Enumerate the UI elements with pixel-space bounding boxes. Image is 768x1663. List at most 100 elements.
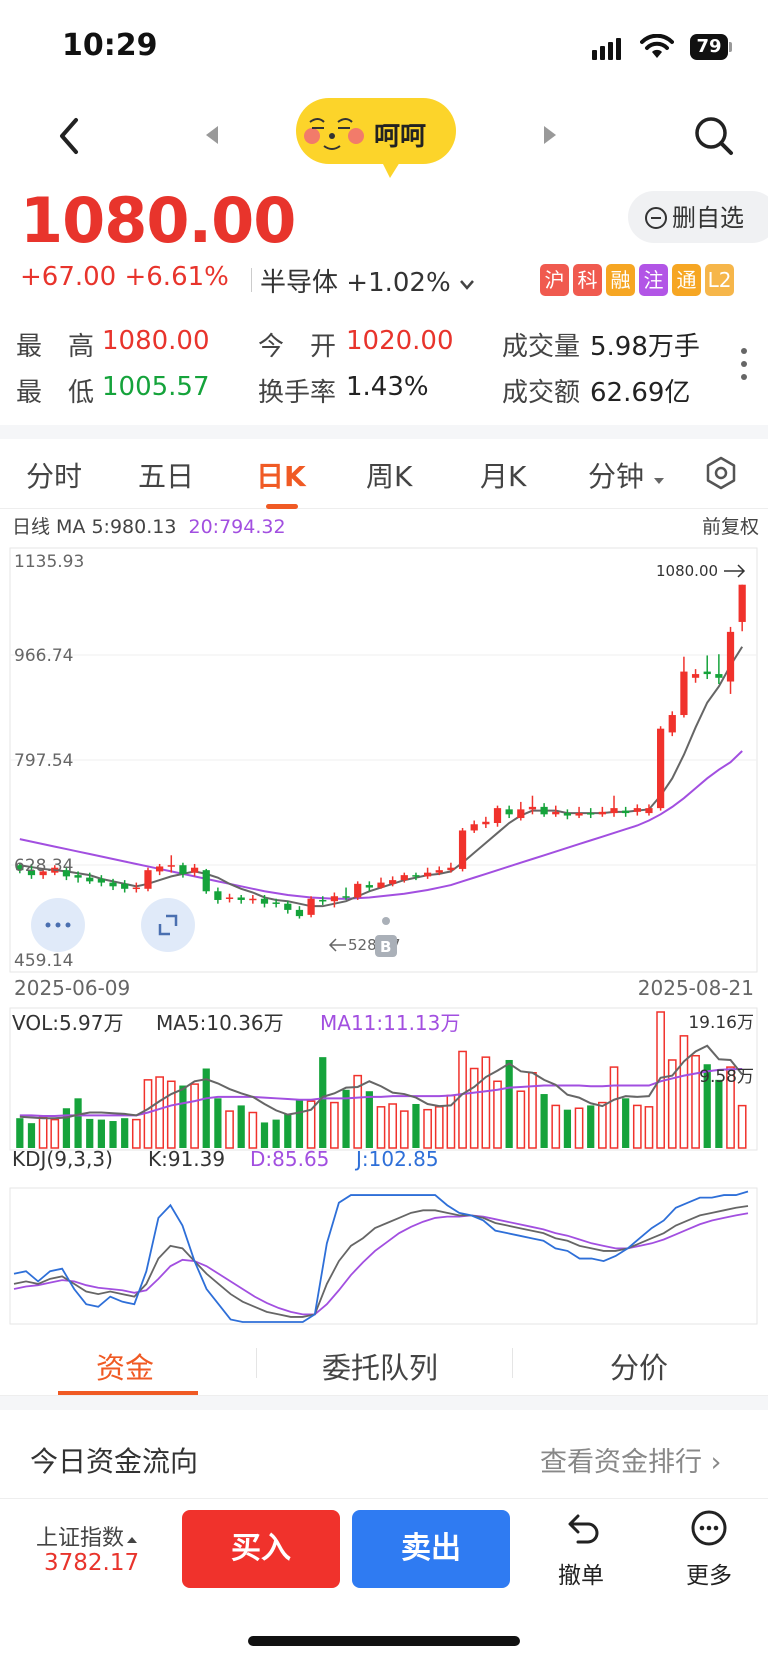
stock-name: 呵呵: [374, 122, 427, 152]
volume-bar: [434, 1106, 444, 1149]
kdj-layer: [13, 1190, 749, 1323]
volume-ma5-line: [19, 1044, 743, 1120]
candle-body: [214, 891, 222, 900]
tab-daily-k[interactable]: 日K: [256, 460, 306, 493]
more-vertical-icon[interactable]: [738, 346, 750, 382]
y-tick-label: 797.54: [14, 751, 73, 771]
volume-bar: [179, 1085, 187, 1148]
cellular-signal-icon: [592, 36, 628, 60]
search-icon[interactable]: [692, 114, 736, 158]
next-stock-icon[interactable]: [540, 124, 558, 146]
prev-stock-icon[interactable]: [204, 124, 222, 146]
more-icon[interactable]: [689, 1508, 729, 1548]
sell-button[interactable]: 卖出: [352, 1510, 510, 1588]
amount-label: 成交额: [502, 378, 581, 408]
tab-minute[interactable]: 分钟: [588, 455, 665, 495]
kdj-d-label: D:85.65: [250, 1147, 329, 1171]
candle-body: [726, 631, 735, 682]
chart-grid: [9, 547, 758, 1325]
fund-ranking-link[interactable]: 查看资金排行 ›: [540, 1447, 722, 1478]
kdj-d-line: [13, 1212, 749, 1316]
remove-favorite-button[interactable]: 删自选: [628, 191, 768, 243]
change-amount: +67.00: [20, 262, 117, 292]
candle-body: [109, 882, 117, 887]
candle-body: [563, 813, 572, 816]
status-bar: 10:29 79: [0, 0, 768, 96]
high-value: 1080.00: [102, 326, 210, 356]
candle-body: [517, 809, 525, 819]
back-icon[interactable]: [54, 116, 84, 156]
price-adjust-mode[interactable]: 前复权: [702, 516, 760, 538]
status-time: 10:29: [62, 28, 158, 63]
volume-bar: [598, 1101, 607, 1149]
candle-body: [458, 830, 467, 869]
tab-price-distribution[interactable]: 分价: [610, 1351, 669, 1385]
volume-bar: [726, 1066, 735, 1149]
tab-intraday[interactable]: 分时: [26, 460, 83, 493]
buy-button[interactable]: 买入: [182, 1510, 340, 1588]
candle-body: [435, 870, 443, 873]
battery-level: 79: [690, 34, 728, 60]
undo-icon[interactable]: [562, 1508, 602, 1548]
tag-1: 科: [573, 264, 602, 296]
ma-info: 日线 MA 5:980.13 20:794.32: [12, 512, 286, 539]
chart-settings-icon[interactable]: [704, 456, 738, 490]
volume-bar: [632, 1104, 642, 1149]
fund-tab-indicator: [58, 1391, 198, 1395]
volume-bar: [703, 1064, 711, 1148]
tab-five-day[interactable]: 五日: [138, 460, 195, 493]
volume-bar: [27, 1123, 36, 1148]
kdj-k-line: [13, 1205, 749, 1318]
volume-bar: [587, 1105, 595, 1148]
ma20-info: 20:794.32: [188, 516, 286, 538]
volume-layer: [16, 1011, 747, 1149]
volume-bar: [50, 1118, 60, 1149]
fund-flow-title: 今日资金流向: [30, 1445, 199, 1478]
caret-down-icon: [653, 478, 664, 484]
candle-body: [74, 875, 82, 878]
emoji-bubble-icon: [296, 98, 456, 178]
kdj-j-line: [13, 1190, 749, 1323]
stock-name-bubble[interactable]: 呵呵: [294, 96, 458, 178]
more-label[interactable]: 更多: [686, 1563, 732, 1589]
sector-info[interactable]: 半导体 +1.02%: [260, 262, 475, 299]
tab-weekly-k[interactable]: 周K: [366, 460, 413, 493]
candle-body: [493, 808, 502, 824]
candle-body: [668, 715, 676, 733]
home-indicator: [248, 1636, 520, 1646]
chart-more-icon[interactable]: [31, 898, 85, 952]
candle-body: [132, 887, 140, 890]
volume-bar: [551, 1104, 561, 1149]
candle-body: [260, 898, 269, 904]
candle-body: [703, 671, 711, 675]
tab-funds[interactable]: 资金: [96, 1351, 155, 1385]
battery-tip: [729, 42, 732, 52]
candle-body: [249, 898, 257, 901]
volume-bar: [306, 1100, 316, 1149]
candle-body: [179, 865, 187, 874]
tab-order-queue[interactable]: 委托队列: [322, 1351, 439, 1385]
undo-label[interactable]: 撤单: [558, 1563, 604, 1589]
index-value: 3782.17: [44, 1550, 140, 1576]
candle-body: [16, 865, 24, 871]
tab-monthly-k[interactable]: 月K: [480, 460, 527, 493]
remove-favorite-label: 删自选: [672, 204, 744, 232]
candle-body: [97, 878, 105, 883]
volume-bar: [469, 1067, 479, 1149]
volume-bar: [691, 1054, 700, 1149]
candle-body: [295, 909, 304, 917]
index-name[interactable]: 上证指数: [36, 1520, 138, 1552]
volume-bar: [574, 1107, 584, 1149]
y-tick-label: 628.34: [14, 856, 73, 876]
stock-chart[interactable]: 1135.93 966.74 797.54 628.34 459.14 2025-06-…: [0, 540, 768, 1330]
candle-body: [552, 811, 560, 815]
candle-body: [505, 809, 513, 815]
fullscreen-icon[interactable]: [141, 898, 195, 952]
candle-body: [121, 883, 129, 889]
volume-bar: [622, 1098, 630, 1148]
volume-bar: [423, 1108, 432, 1149]
volume-bar: [644, 1106, 654, 1149]
candle-body: [691, 674, 700, 678]
volume-bar: [330, 1101, 339, 1149]
volume-bar: [458, 1050, 467, 1149]
